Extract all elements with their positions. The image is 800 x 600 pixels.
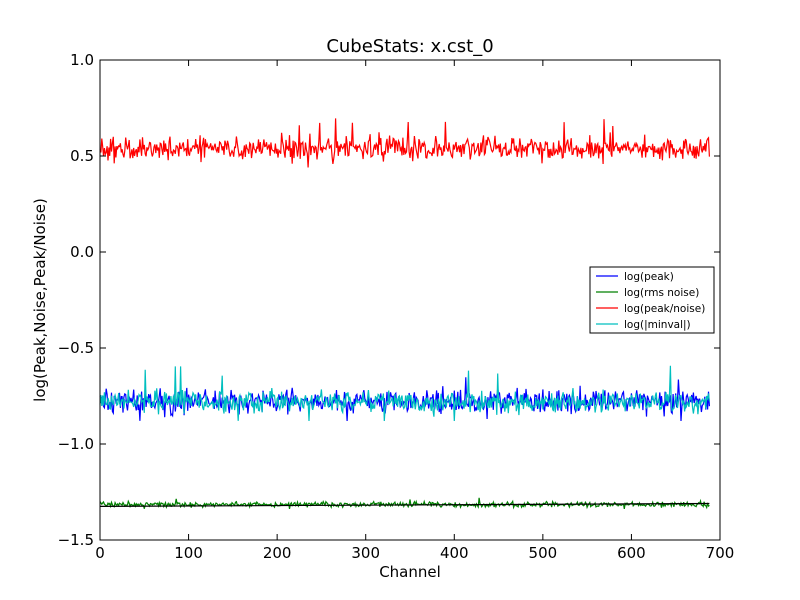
y-tick-label: −1.5 (58, 531, 94, 549)
y-tick-label: 0.0 (70, 243, 94, 261)
y-tick-label: 0.5 (70, 147, 94, 165)
legend-label: log(peak) (624, 271, 674, 283)
series-line-log-peak-noise (99, 118, 710, 168)
legend: log(peak) log(rms noise) log(peak/noise) lo… (589, 266, 715, 334)
y-tick-label: 1.0 (70, 51, 94, 69)
legend-label: log(peak/noise) (624, 303, 705, 315)
plot-frame (99, 59, 721, 541)
legend-label: log(rms noise) (624, 287, 699, 299)
x-tick-label: 700 (706, 544, 735, 562)
series-line-log-minval (99, 365, 710, 422)
x-tick-label: 500 (529, 544, 558, 562)
y-axis-label: log(Peak,Noise,Peak/Noise) (31, 198, 49, 402)
y-tick-label: −0.5 (58, 339, 94, 357)
x-tick-label: 300 (351, 544, 380, 562)
chart-title: CubeStats: x.cst_0 (326, 36, 493, 57)
series-line-log-rms-noise (99, 497, 710, 510)
x-axis-label: Channel (379, 563, 441, 581)
legend-label: log(|minval|) (624, 319, 691, 331)
x-tick-label: 0 (95, 544, 105, 562)
legend-box (589, 266, 715, 334)
y-tick-label: −1.0 (58, 435, 94, 453)
x-tick-label: 600 (617, 544, 646, 562)
plot-area (99, 118, 710, 510)
axis-ticks: 0 100 200 300 400 500 600 700 −1.5 −1.0 −0.5 0.0 0.5… (58, 51, 735, 562)
x-tick-label: 400 (440, 544, 469, 562)
reference-line (99, 502, 710, 507)
x-tick-label: 100 (174, 544, 203, 562)
x-tick-label: 200 (263, 544, 292, 562)
